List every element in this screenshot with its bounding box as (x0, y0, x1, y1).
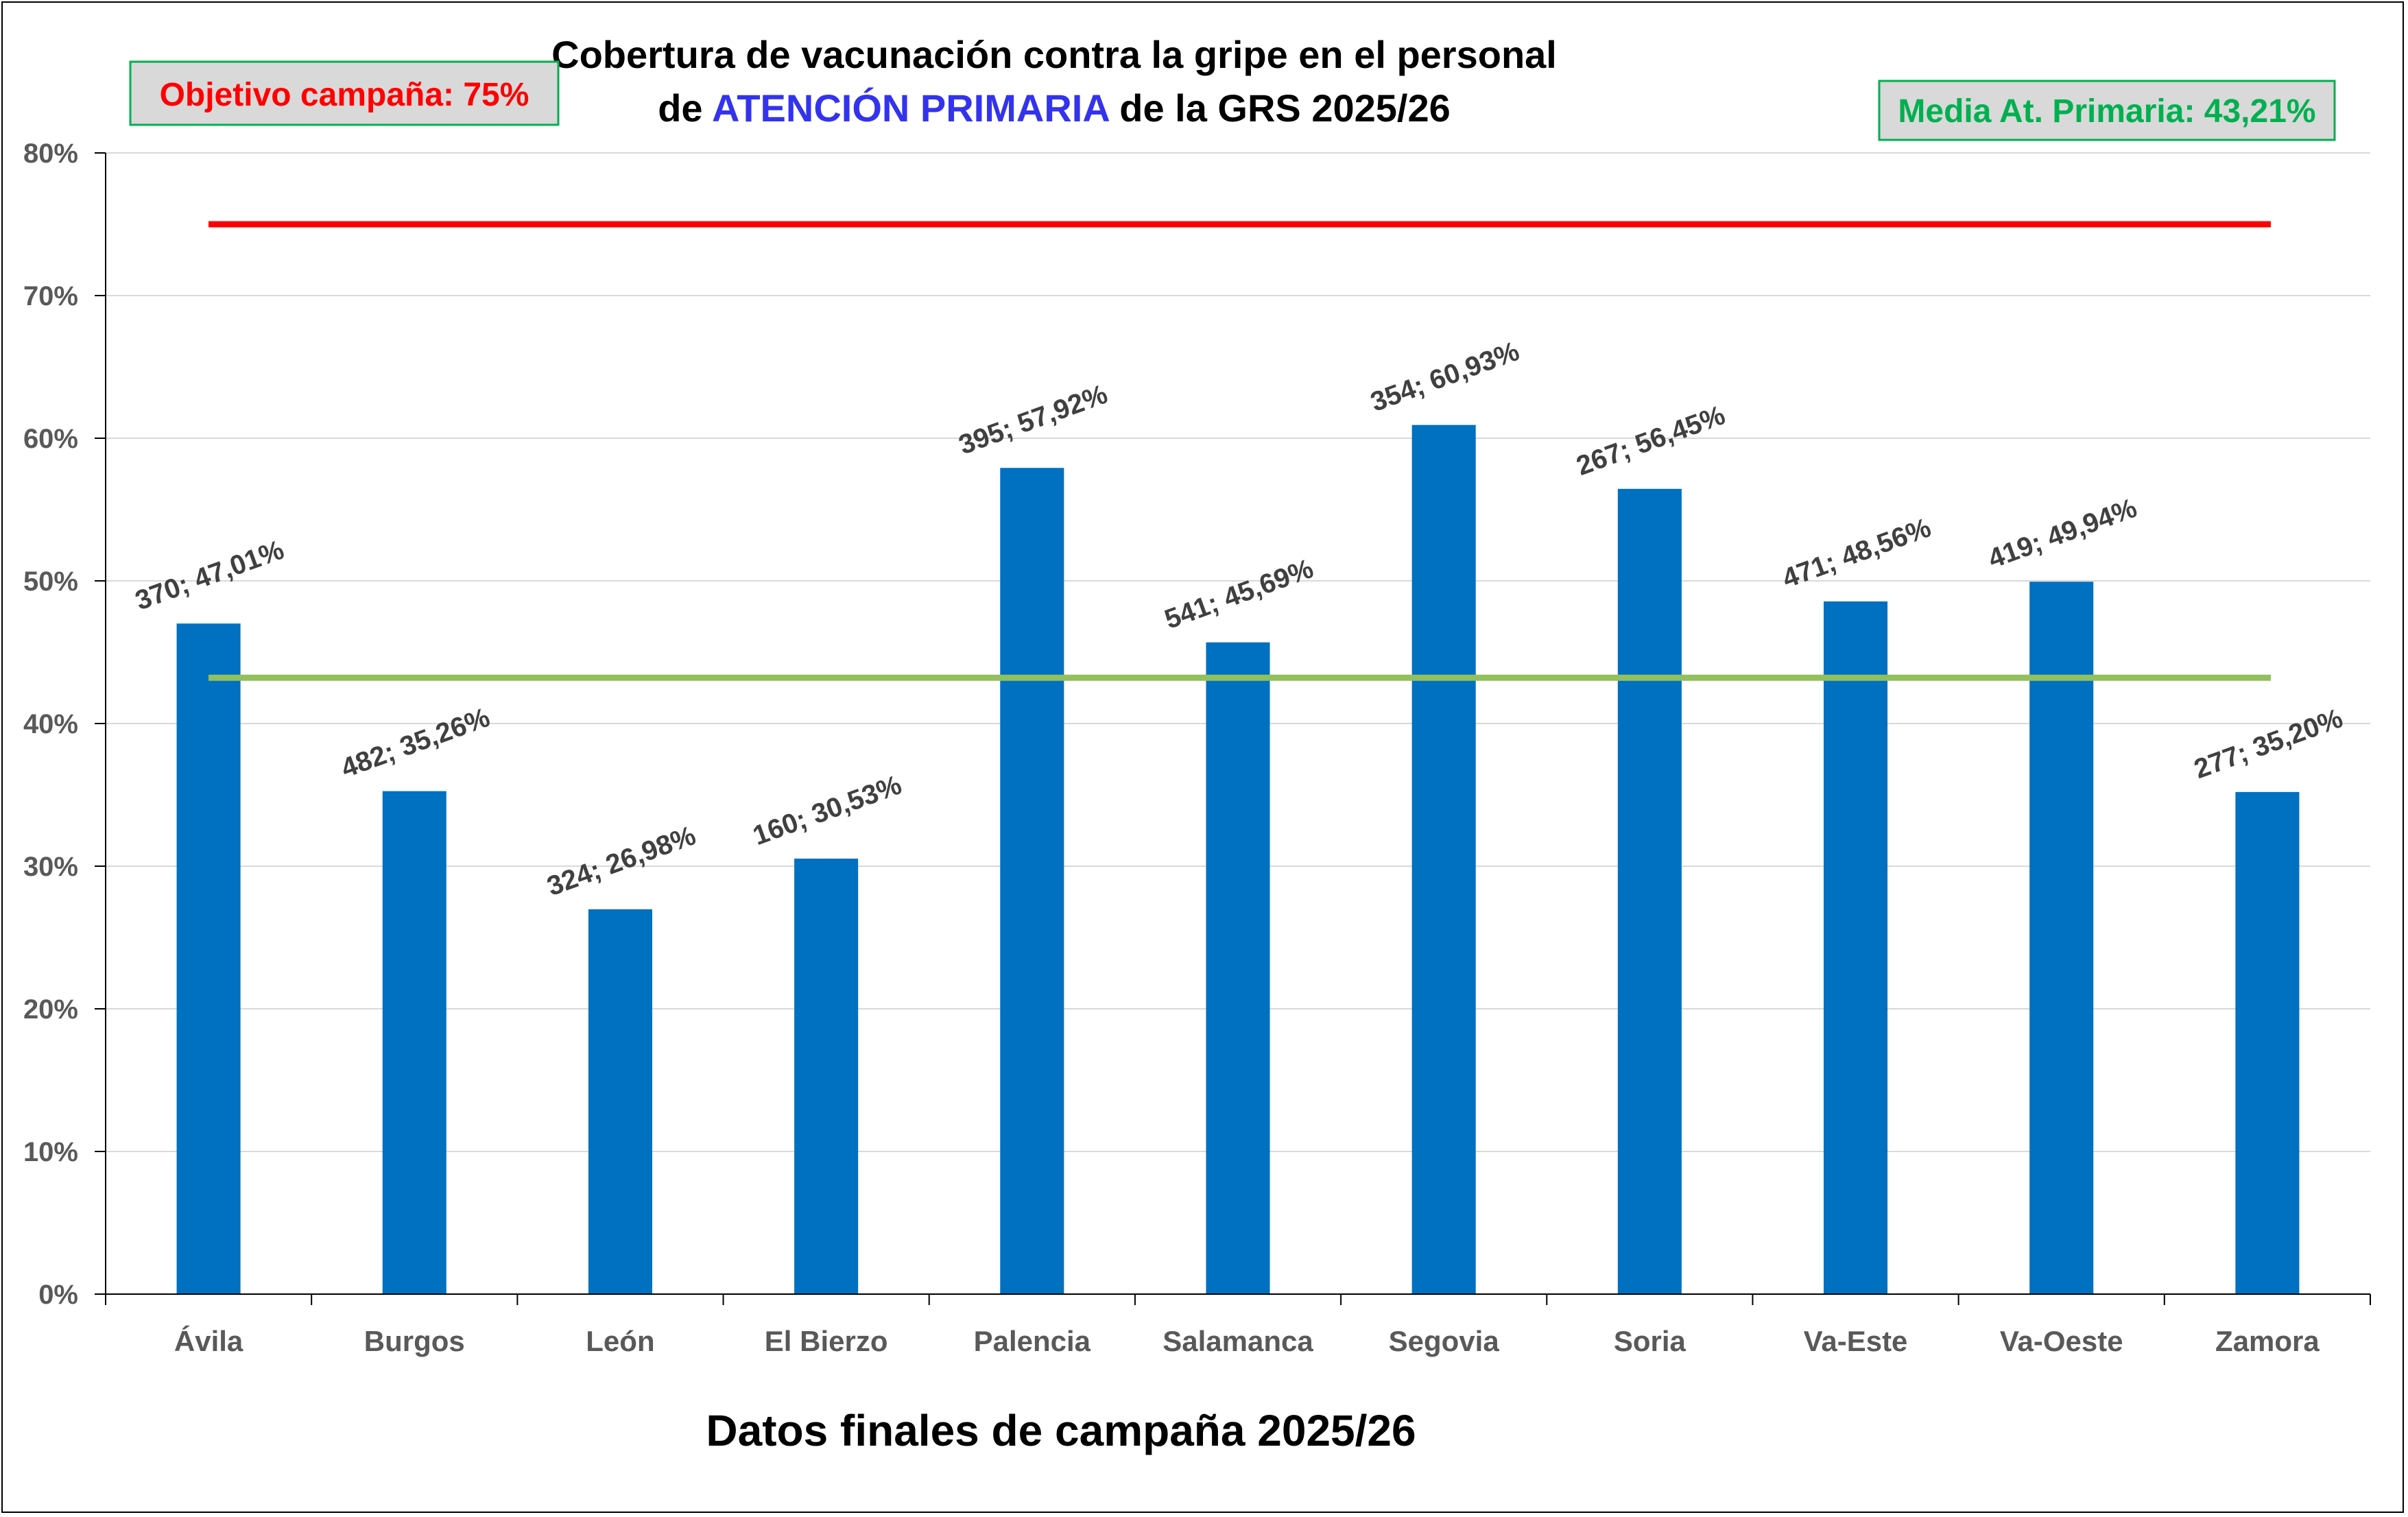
bar-chart: Cobertura de vacunación contra la gripe … (23, 33, 2371, 1455)
annotation-mean-box: Media At. Primaria: 43,21% (1878, 80, 2336, 141)
data-label: 267; 56,45% (1573, 400, 1729, 481)
y-tick-label: 0% (38, 1280, 78, 1310)
y-tick-label: 30% (23, 852, 78, 882)
data-label: 395; 57,92% (955, 379, 1111, 461)
x-category-label: Zamora (2215, 1325, 2320, 1357)
y-tick-label: 10% (23, 1137, 78, 1167)
bar (794, 858, 859, 1294)
title-line2-accent: ATENCIÓN PRIMARIA (712, 86, 1109, 130)
annotation-mean-text: Media At. Primaria: 43,21% (1898, 93, 2315, 130)
data-label: 354; 60,93% (1367, 336, 1523, 418)
x-category-label: El Bierzo (765, 1325, 888, 1357)
data-label: 324; 26,98% (543, 820, 700, 902)
data-label: 541; 45,69% (1160, 553, 1317, 635)
data-label: 277; 35,20% (2190, 703, 2346, 785)
x-category-label: Soria (1614, 1325, 1686, 1357)
axes (105, 153, 2371, 1305)
bar (2235, 791, 2300, 1294)
data-label: 482; 35,26% (337, 702, 494, 784)
title-line2-pre: de (658, 86, 712, 130)
y-tick-label: 20% (23, 994, 78, 1025)
chart-title-line1: Cobertura de vacunación contra la gripe … (551, 33, 1557, 76)
bar (176, 623, 241, 1294)
data-label: 160; 30,53% (749, 769, 905, 851)
bar (1617, 488, 1682, 1294)
chart-title-line2: de ATENCIÓN PRIMARIA de la GRS 2025/26 (658, 86, 1451, 130)
y-tick-label: 40% (23, 709, 78, 739)
x-category-label: Va-Oeste (2000, 1325, 2123, 1357)
x-axis-title: Datos finales de campaña 2025/26 (706, 1406, 1416, 1455)
annotation-target-text: Objetivo campaña: 75% (160, 77, 529, 113)
y-tick-label: 60% (23, 424, 78, 454)
x-category-label: Va-Este (1804, 1325, 1908, 1357)
title-line2-post: de la GRS 2025/26 (1109, 86, 1451, 130)
y-tick-label: 50% (23, 566, 78, 597)
annotation-target-box: Objetivo campaña: 75% (129, 60, 560, 126)
x-category-label: León (586, 1325, 654, 1357)
data-label: 471; 48,56% (1778, 512, 1935, 594)
data-label: 370; 47,01% (132, 535, 288, 617)
bar (588, 909, 652, 1294)
bar (1411, 425, 1476, 1294)
bars (176, 425, 2300, 1295)
reference-lines (208, 221, 2271, 681)
x-category-label: Salamanca (1163, 1325, 1313, 1357)
x-category-label: Burgos (364, 1325, 465, 1357)
bar (1206, 642, 1270, 1294)
bar (1824, 601, 1888, 1294)
x-category-label: Ávila (174, 1325, 243, 1357)
y-tick-label: 80% (23, 139, 78, 169)
x-category-label: Palencia (974, 1325, 1091, 1357)
x-category-label: Segovia (1389, 1325, 1500, 1357)
x-axis-categories: Ávila Burgos León El Bierzo Palencia Salamanc… (174, 1325, 2320, 1357)
bar (2029, 582, 2094, 1294)
data-label: 419; 49,94% (1984, 493, 2141, 575)
bar (1000, 468, 1064, 1295)
y-tick-label: 70% (23, 281, 78, 311)
y-axis-ticks: 0% 10% 20% 30% 40% 50% 60% 70% 80% (23, 139, 106, 1310)
bar (382, 791, 446, 1294)
